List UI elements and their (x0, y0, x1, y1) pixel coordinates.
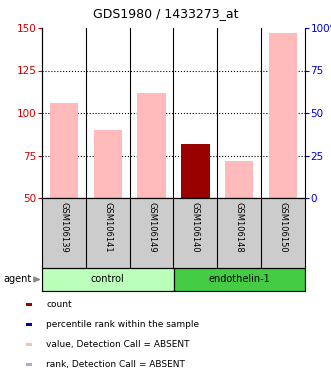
Text: GSM106139: GSM106139 (60, 202, 69, 252)
Text: count: count (46, 300, 72, 309)
Bar (173, 268, 305, 291)
Text: GSM106148: GSM106148 (235, 202, 244, 252)
Text: endothelin-1: endothelin-1 (209, 275, 270, 285)
Bar (181, 144, 210, 198)
Text: agent: agent (4, 275, 32, 285)
Bar (137, 93, 166, 198)
Bar (50, 103, 78, 198)
Text: GSM106141: GSM106141 (103, 202, 112, 252)
Text: GSM106149: GSM106149 (147, 202, 156, 252)
Text: GDS1980 / 1433273_at: GDS1980 / 1433273_at (93, 8, 238, 20)
Bar (26, 303, 32, 306)
Text: GSM106140: GSM106140 (191, 202, 200, 252)
Bar (269, 33, 297, 198)
Text: rank, Detection Call = ABSENT: rank, Detection Call = ABSENT (46, 360, 185, 369)
Text: GSM106150: GSM106150 (279, 202, 288, 252)
Bar (26, 323, 32, 326)
Bar (93, 130, 122, 198)
Bar (26, 343, 32, 346)
Text: control: control (91, 275, 125, 285)
Text: percentile rank within the sample: percentile rank within the sample (46, 320, 200, 329)
Bar (42, 268, 173, 291)
Bar (225, 161, 254, 198)
Text: value, Detection Call = ABSENT: value, Detection Call = ABSENT (46, 340, 190, 349)
Bar (26, 362, 32, 366)
